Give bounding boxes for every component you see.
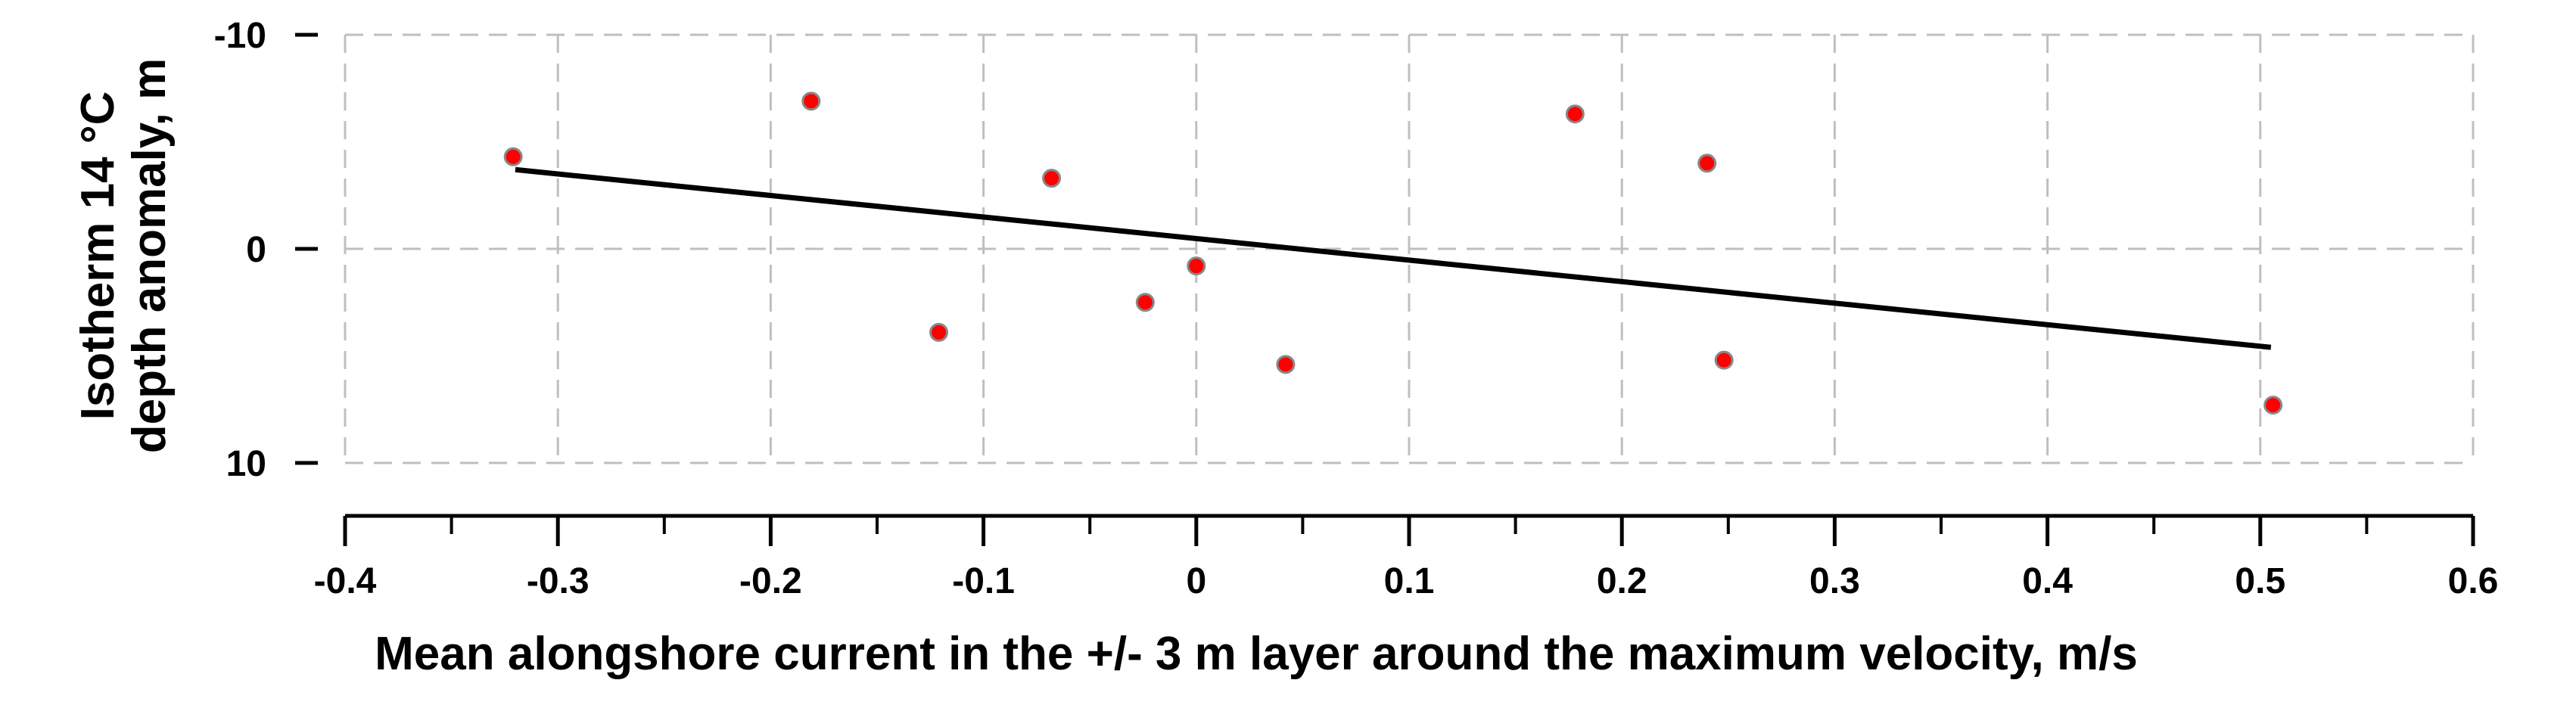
data-point-10 (2263, 396, 2283, 415)
data-points (503, 92, 2283, 415)
axes (295, 33, 2475, 546)
data-point-4 (1135, 293, 1155, 312)
data-point-1 (801, 92, 821, 111)
y-tick-label-0: -10 (214, 16, 266, 56)
y-axis-title-line-2: depth anomaly, m (123, 58, 176, 454)
data-point-5 (1187, 256, 1206, 276)
y-tick-label-2: 10 (226, 444, 266, 484)
x-tick-label-6: 0.2 (1597, 561, 1647, 601)
x-axis-title: Mean alongshore current in the +/- 3 m l… (375, 628, 2138, 680)
x-tick-label-1: -0.3 (527, 561, 590, 601)
data-point-9 (1714, 350, 1734, 370)
x-tick-label-9: 0.5 (2235, 561, 2285, 601)
x-tick-label-5: 0.1 (1384, 561, 1435, 601)
y-tick-label-1: 0 (246, 230, 266, 270)
trend-line-layer (515, 166, 2272, 350)
tick-labels: -10 0 10 -0.4 -0.3 -0.2 -0.1 0 0.1 0.2 0.3 0.4 0.5 0.… (214, 16, 2499, 601)
x-tick-label-7: 0.3 (1809, 561, 1860, 601)
data-point-0 (503, 147, 523, 166)
data-point-2 (929, 322, 949, 342)
grid (344, 33, 2475, 464)
y-axis-title-line-1: Isotherm 14 °C (72, 92, 124, 421)
x-tick-label-4: 0 (1186, 561, 1206, 601)
x-tick-label-8: 0.4 (2022, 561, 2073, 601)
x-tick-label-3: -0.1 (952, 561, 1015, 601)
x-tick-label-0: -0.4 (314, 561, 377, 601)
data-point-3 (1042, 169, 1062, 188)
data-point-8 (1697, 154, 1717, 173)
x-tick-label-10: 0.6 (2448, 561, 2499, 601)
trend-line (515, 166, 2272, 350)
data-point-7 (1565, 104, 1585, 124)
x-tick-label-2: -0.2 (739, 561, 802, 601)
data-point-6 (1276, 355, 1296, 374)
